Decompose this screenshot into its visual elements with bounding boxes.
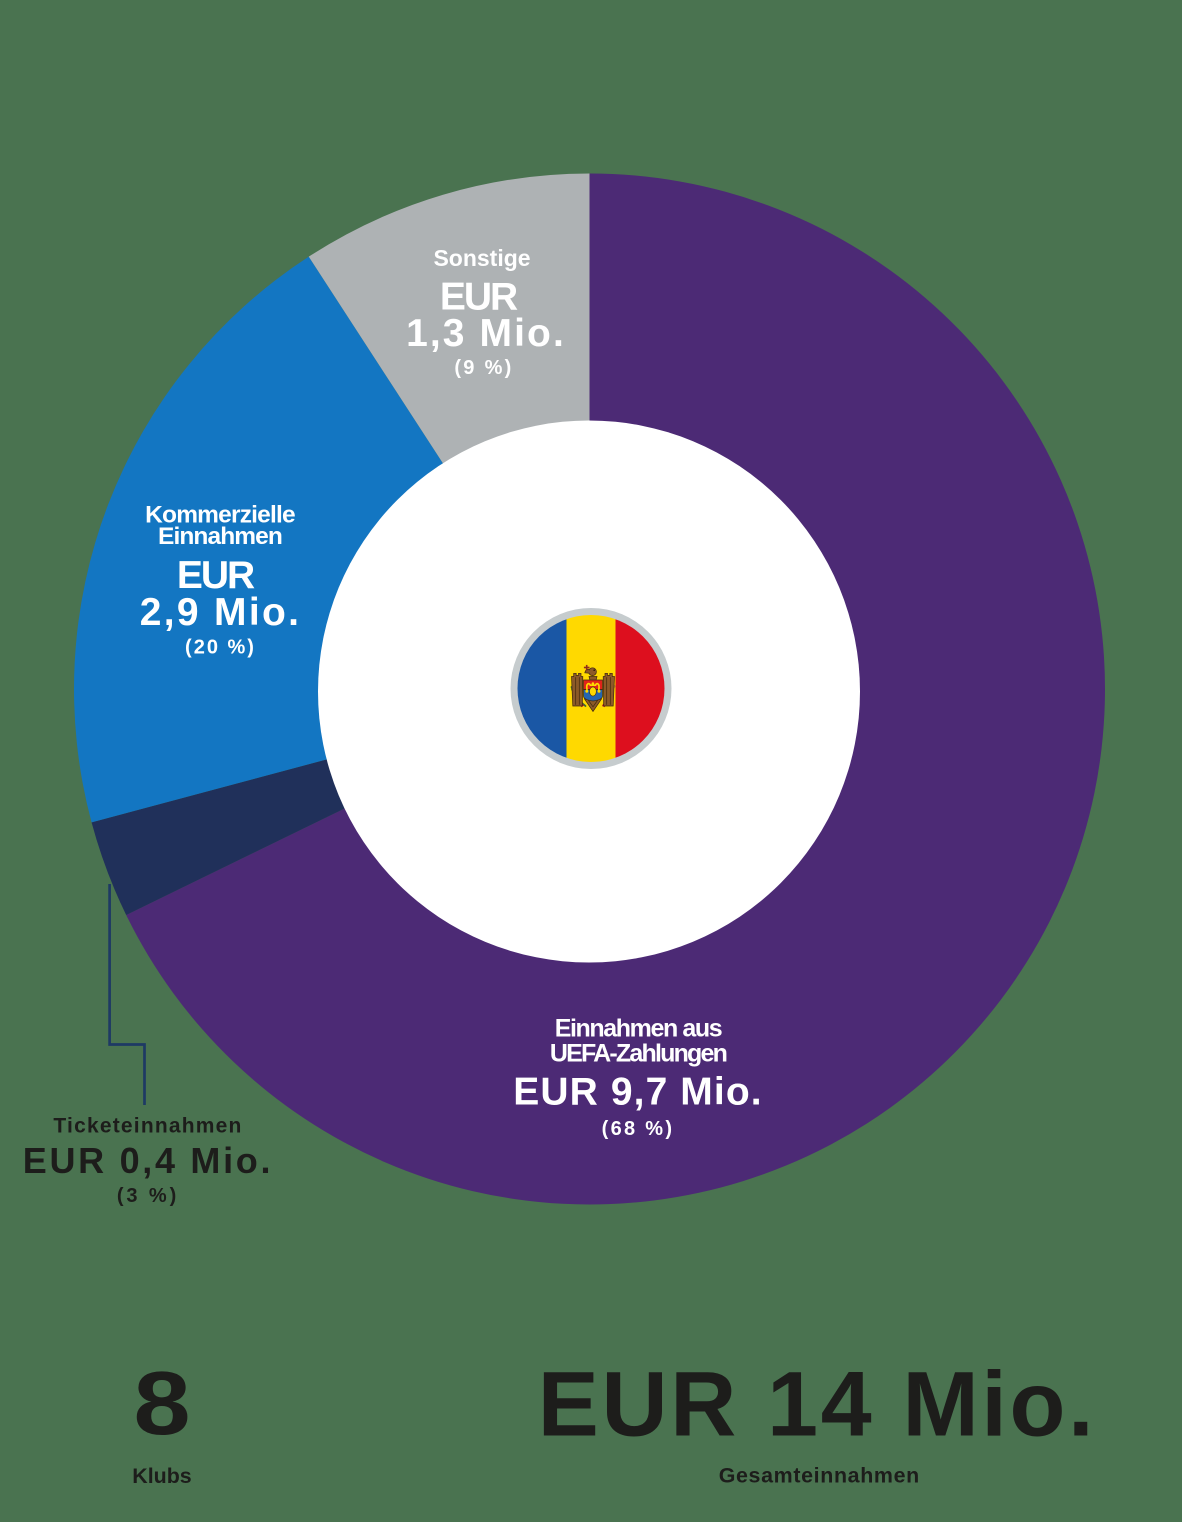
svg-text:Sonstige: Sonstige [433, 245, 530, 271]
svg-text:Klubs: Klubs [132, 1464, 192, 1488]
svg-text:Einnahmen aus: Einnahmen aus [555, 1015, 722, 1043]
svg-text:Ticketeinnahmen: Ticketeinnahmen [53, 1115, 242, 1138]
svg-text:(68 %): (68 %) [602, 1118, 675, 1140]
svg-text:8: 8 [133, 1354, 190, 1454]
svg-text:EUR: EUR [440, 276, 518, 319]
svg-text:EUR 9,7 Mio.: EUR 9,7 Mio. [513, 1071, 762, 1114]
svg-text:EUR 0,4 Mio.: EUR 0,4 Mio. [23, 1140, 273, 1181]
svg-text:(20 %): (20 %) [185, 637, 256, 659]
svg-text:2,9 Mio.: 2,9 Mio. [140, 591, 301, 634]
svg-text:UEFA-Zahlungen: UEFA-Zahlungen [550, 1040, 727, 1068]
svg-text:(3 %): (3 %) [117, 1185, 179, 1207]
svg-text:(9 %): (9 %) [454, 357, 513, 379]
svg-text:Kommerzielle: Kommerzielle [145, 502, 295, 529]
svg-text:Gesamteinnahmen: Gesamteinnahmen [719, 1464, 920, 1488]
svg-text:Einnahmen: Einnahmen [158, 523, 282, 550]
svg-text:EUR: EUR [177, 554, 255, 597]
svg-text:EUR 14 Mio.: EUR 14 Mio. [538, 1354, 1096, 1456]
svg-text:1,3 Mio.: 1,3 Mio. [406, 312, 566, 355]
